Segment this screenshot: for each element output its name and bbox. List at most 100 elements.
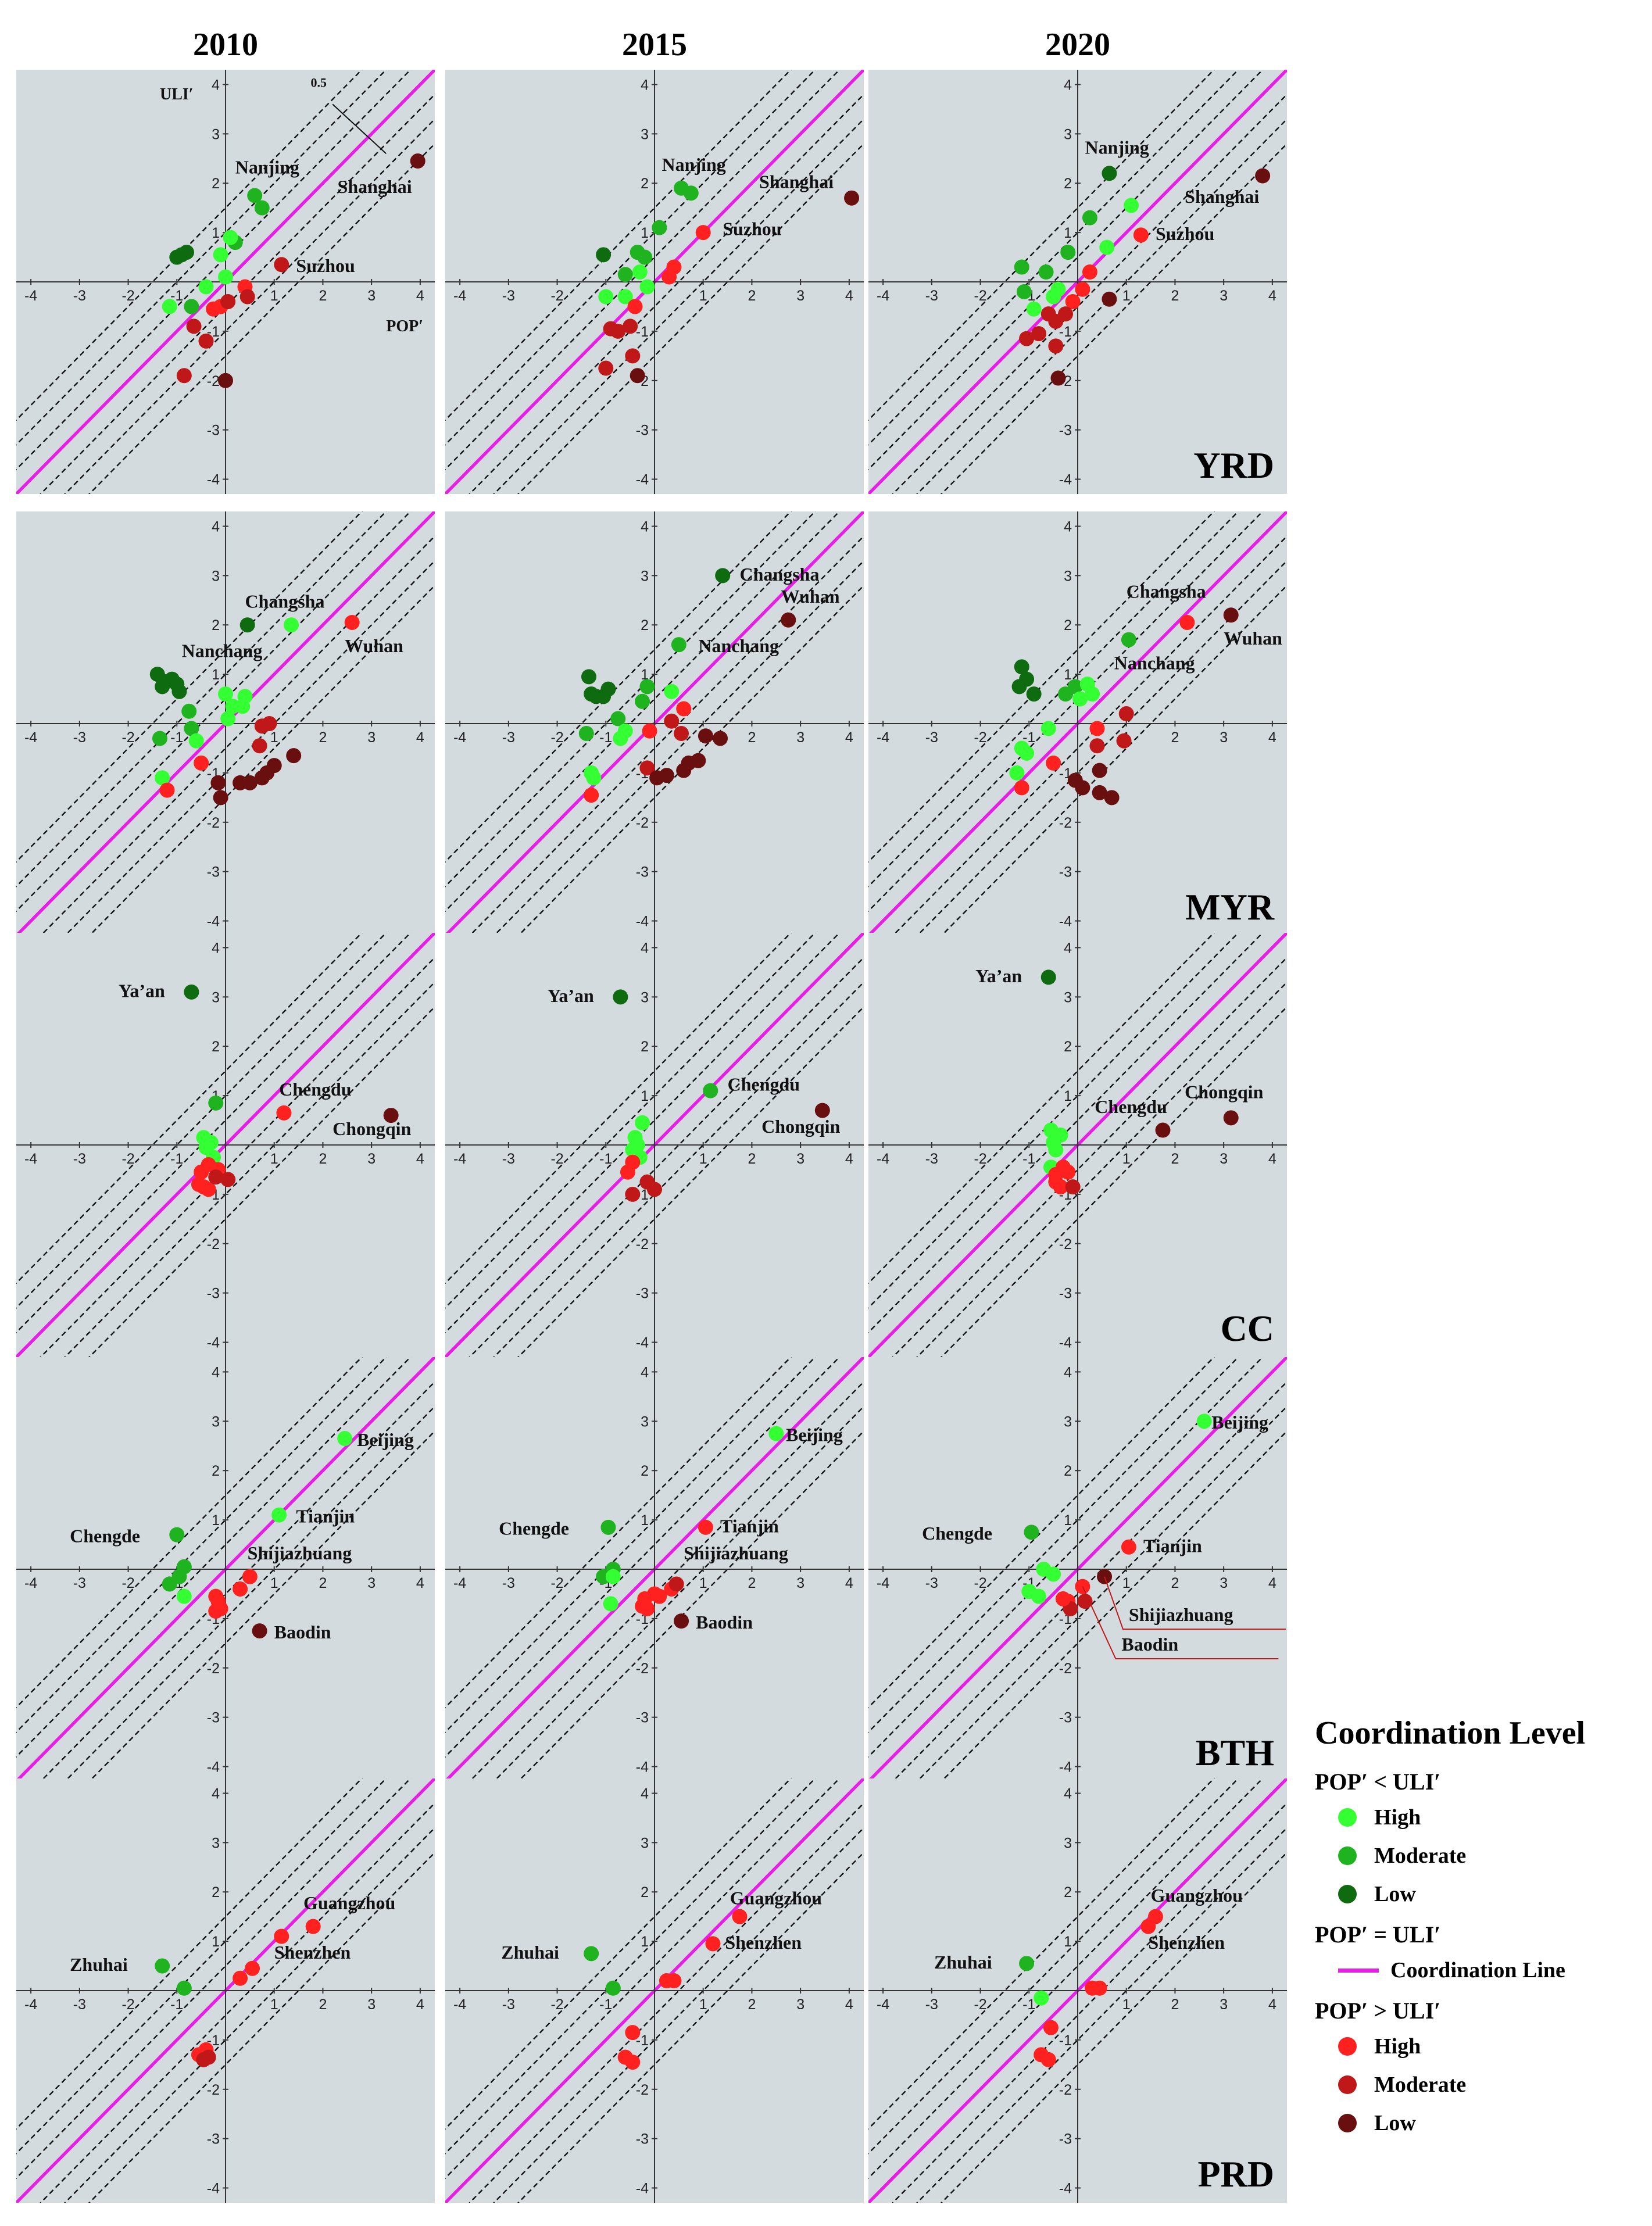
y-tick-label: -2 (207, 1236, 220, 1252)
city-label: Nanchang (182, 640, 263, 661)
y-tick-label: 2 (641, 1039, 649, 1055)
band-line (40, 1380, 435, 1781)
x-tick-label: 2 (319, 288, 327, 304)
band-line (16, 1357, 363, 1709)
city-label: Zhuhai (934, 1952, 992, 1973)
y-tick-label: -3 (636, 1710, 649, 1726)
city-label: Wuhan (781, 586, 840, 607)
panel-prd-2015: -4-4-3-3-2-2-1-111223344GuangzhouShenzhe… (445, 1778, 864, 2203)
x-tick-label: 1 (270, 1996, 278, 2013)
city-point (666, 1973, 682, 1989)
band-line (16, 1778, 387, 2155)
y-tick-label: -2 (1059, 2082, 1072, 2098)
x-tick-label: 4 (1268, 288, 1276, 304)
x-tick-label: -3 (925, 1996, 938, 2013)
city-label: Baodin (1121, 1634, 1178, 1655)
city-point (639, 279, 655, 295)
legend-item-red-low: Low (1338, 2109, 1640, 2137)
band-line (64, 1827, 435, 2203)
city-point (598, 289, 614, 305)
city-label: Chongqin (761, 1116, 840, 1137)
city-point (184, 299, 199, 314)
y-tick-label: 1 (1064, 667, 1072, 683)
x-tick-label: -4 (24, 288, 37, 304)
x-tick-label: -1 (599, 1151, 612, 1167)
y-tick-label: -4 (636, 1759, 649, 1776)
y-tick-label: 3 (212, 126, 220, 142)
x-tick-label: -2 (121, 1996, 134, 2013)
band-line (445, 70, 792, 421)
x-tick-label: -1 (1022, 1996, 1035, 2013)
city-point (1050, 370, 1066, 386)
city-point (174, 247, 189, 263)
band-line (88, 1430, 435, 1781)
city-label: Guangzhou (1151, 1885, 1243, 1906)
city-label: Chengde (499, 1518, 569, 1539)
x-tick-label: -2 (550, 1575, 563, 1591)
band-line (916, 560, 1287, 936)
x-tick-label: -1 (1022, 729, 1035, 746)
x-tick-label: -4 (24, 1996, 37, 2013)
city-point (584, 686, 599, 702)
band-line (940, 142, 1287, 494)
city-point (233, 1581, 248, 1597)
y-tick-label: 3 (212, 989, 220, 1005)
x-tick-label: 4 (416, 1575, 424, 1591)
city-point (266, 758, 282, 774)
city-point (1046, 755, 1061, 771)
city-point (625, 1186, 641, 1202)
band-line (493, 981, 864, 1357)
x-tick-label: 1 (270, 729, 278, 746)
city-label: Tianjin (720, 1515, 779, 1536)
x-tick-label: -4 (453, 288, 466, 304)
x-tick-label: 1 (270, 1151, 278, 1167)
band-line (940, 1430, 1287, 1781)
leader-line (1104, 1576, 1286, 1630)
city-point (1040, 721, 1056, 736)
city-point (1092, 785, 1107, 800)
city-point (632, 264, 648, 280)
y-tick-label: 3 (1064, 126, 1072, 142)
band-line (16, 70, 412, 471)
band-line (88, 142, 435, 494)
city-point (627, 299, 643, 314)
city-point (698, 1519, 713, 1535)
city-point (1118, 706, 1134, 722)
x-tick-label: 3 (367, 1996, 376, 2013)
city-point (188, 733, 204, 749)
band-line (16, 1778, 412, 2180)
city-label: Chongqin (332, 1118, 411, 1139)
city-point (225, 699, 241, 714)
city-label: Wuhan (345, 635, 403, 656)
y-tick-label: -4 (636, 1335, 649, 1351)
city-point (584, 1946, 599, 1962)
band-line (16, 70, 387, 446)
y-tick-label: 4 (1064, 940, 1072, 956)
panel-myr-2010: -4-4-3-3-2-2-1-111223344ChangshaWuhanNan… (16, 511, 435, 936)
x-tick-label: -1 (599, 1996, 612, 2013)
city-point (613, 731, 628, 746)
city-point (1016, 284, 1032, 299)
city-point (596, 689, 612, 704)
x-tick-label: -1 (170, 729, 183, 746)
city-label: Nanjing (662, 154, 726, 175)
city-point (1019, 1956, 1035, 1971)
band-line (469, 93, 864, 494)
band-line (445, 1778, 841, 2180)
city-label: Zhuhai (70, 1954, 128, 1975)
band-line (868, 1778, 1264, 2180)
city-point (610, 711, 626, 727)
legend-label-green-high: High (1374, 1805, 1421, 1830)
city-label: Zhuhai (501, 1942, 559, 1963)
city-point (600, 1519, 616, 1535)
x-tick-label: 2 (748, 288, 756, 304)
city-point (176, 1588, 192, 1604)
city-point (213, 247, 228, 263)
band-line (16, 511, 387, 887)
y-tick-label: 2 (212, 1463, 220, 1479)
band-line (88, 1005, 435, 1357)
y-tick-label: 4 (641, 77, 649, 93)
city-point (630, 368, 645, 384)
band-line (868, 70, 1264, 471)
city-point (649, 770, 665, 786)
